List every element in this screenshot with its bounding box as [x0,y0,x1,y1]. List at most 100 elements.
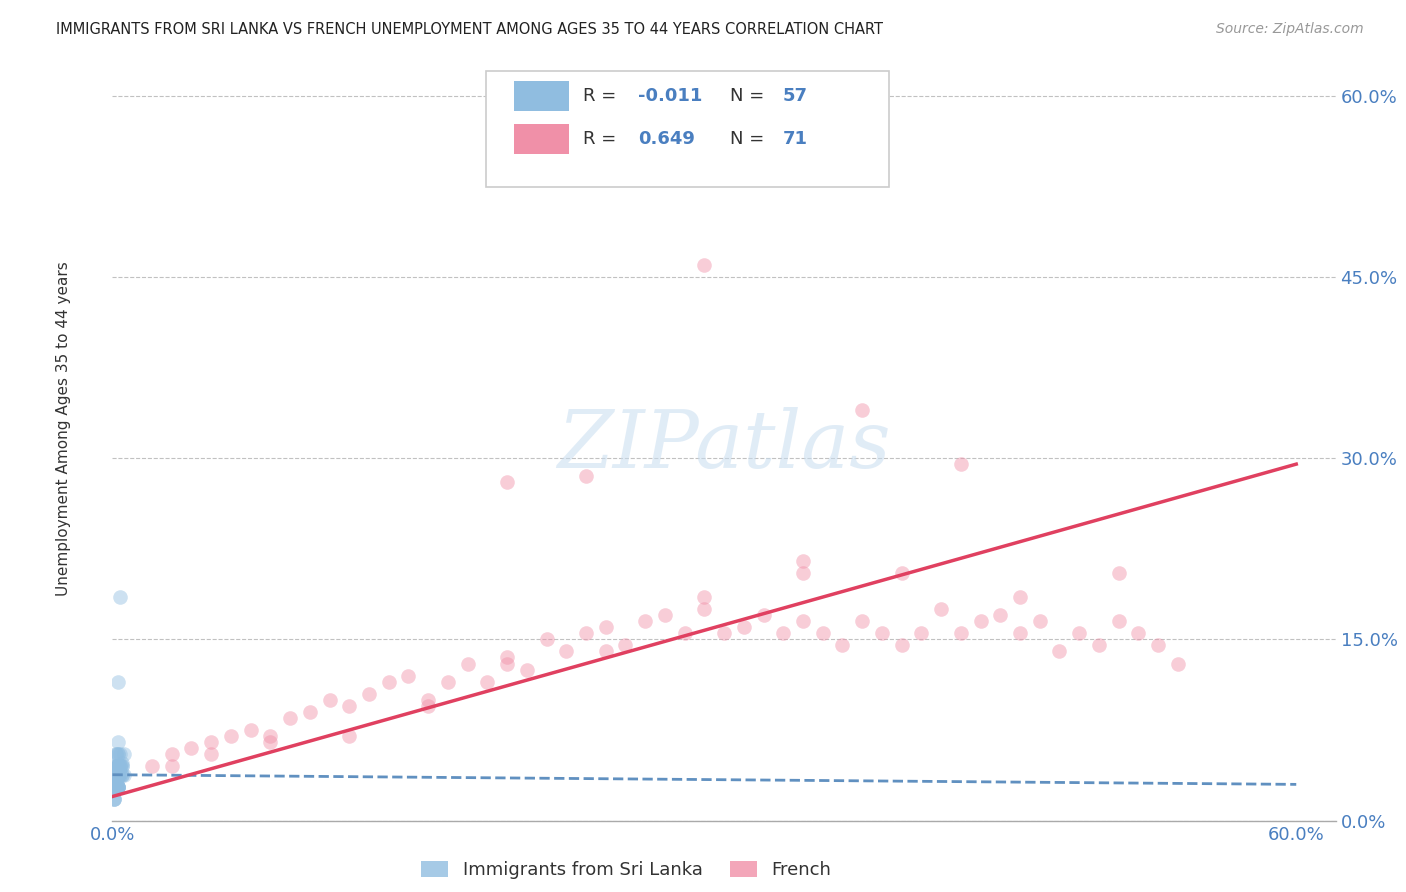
Point [107,768,129,782]
Point [733,620,755,634]
Point [337,729,360,743]
Point [259,729,281,743]
Point [357,687,380,701]
Point [105,780,128,794]
Point [239,723,262,737]
Point [200,735,222,749]
Point [107,747,129,761]
Point [418,698,440,713]
Point [516,663,538,677]
Point [673,626,696,640]
Point [1128,626,1150,640]
Point [103,792,125,806]
Point [160,759,183,773]
Point [110,768,132,782]
Point [107,768,129,782]
Point [107,768,129,782]
Point [337,698,360,713]
Point [614,639,637,653]
Text: 0.649: 0.649 [638,130,696,148]
Point [496,475,519,490]
Text: IMMIGRANTS FROM SRI LANKA VS FRENCH UNEMPLOYMENT AMONG AGES 35 TO 44 YEARS CORRE: IMMIGRANTS FROM SRI LANKA VS FRENCH UNEM… [56,22,883,37]
Point [107,674,129,689]
Text: R =: R = [583,130,623,148]
Point [929,602,952,616]
Point [105,759,128,773]
Point [112,747,135,761]
Point [1108,566,1130,580]
Point [1029,614,1052,628]
Point [988,608,1011,623]
Point [418,693,440,707]
Point [278,711,301,725]
Text: ZIPatlas: ZIPatlas [557,408,891,484]
Point [1167,657,1189,671]
Text: N =: N = [730,87,770,105]
Point [107,780,129,794]
Point [110,768,132,782]
Point [103,768,125,782]
Point [110,747,132,761]
Point [141,759,163,773]
Point [103,780,125,794]
Point [496,650,519,665]
Point [107,780,129,794]
FancyBboxPatch shape [485,71,889,187]
Point [111,756,134,770]
Point [103,780,125,794]
Point [1008,626,1031,640]
Point [890,566,912,580]
Point [105,759,128,773]
Point [105,780,128,794]
Point [107,768,129,782]
Point [949,457,972,471]
Point [110,759,132,773]
Point [654,608,676,623]
Point [105,759,128,773]
Point [910,626,932,640]
Point [831,639,853,653]
Point [111,768,134,782]
Point [105,780,128,794]
Point [1108,614,1130,628]
Point [107,759,129,773]
Point [772,626,794,640]
Point [103,768,125,782]
Point [107,768,129,782]
Point [792,614,814,628]
Point [851,402,873,417]
Bar [513,81,569,112]
Point [107,759,129,773]
Point [180,741,202,756]
Point [1147,639,1170,653]
Point [200,747,222,761]
Point [107,759,129,773]
Point [107,759,129,773]
Point [110,590,132,604]
Point [107,747,129,761]
Text: 71: 71 [783,130,808,148]
Point [107,759,129,773]
Point [219,729,242,743]
Point [107,768,129,782]
Legend: Immigrants from Sri Lanka, French: Immigrants from Sri Lanka, French [413,854,838,887]
Point [259,735,281,749]
Point [107,780,129,794]
Point [105,747,128,761]
Point [111,768,134,782]
Point [103,792,125,806]
Point [377,674,399,689]
Point [110,759,132,773]
Point [107,768,129,782]
Point [792,554,814,568]
Point [890,639,912,653]
Point [496,657,519,671]
Point [555,644,578,658]
Point [107,780,129,794]
Text: Unemployment Among Ages 35 to 44 years: Unemployment Among Ages 35 to 44 years [56,260,70,596]
Point [107,780,129,794]
Point [752,608,775,623]
Point [105,747,128,761]
Point [713,626,735,640]
Point [105,768,128,782]
